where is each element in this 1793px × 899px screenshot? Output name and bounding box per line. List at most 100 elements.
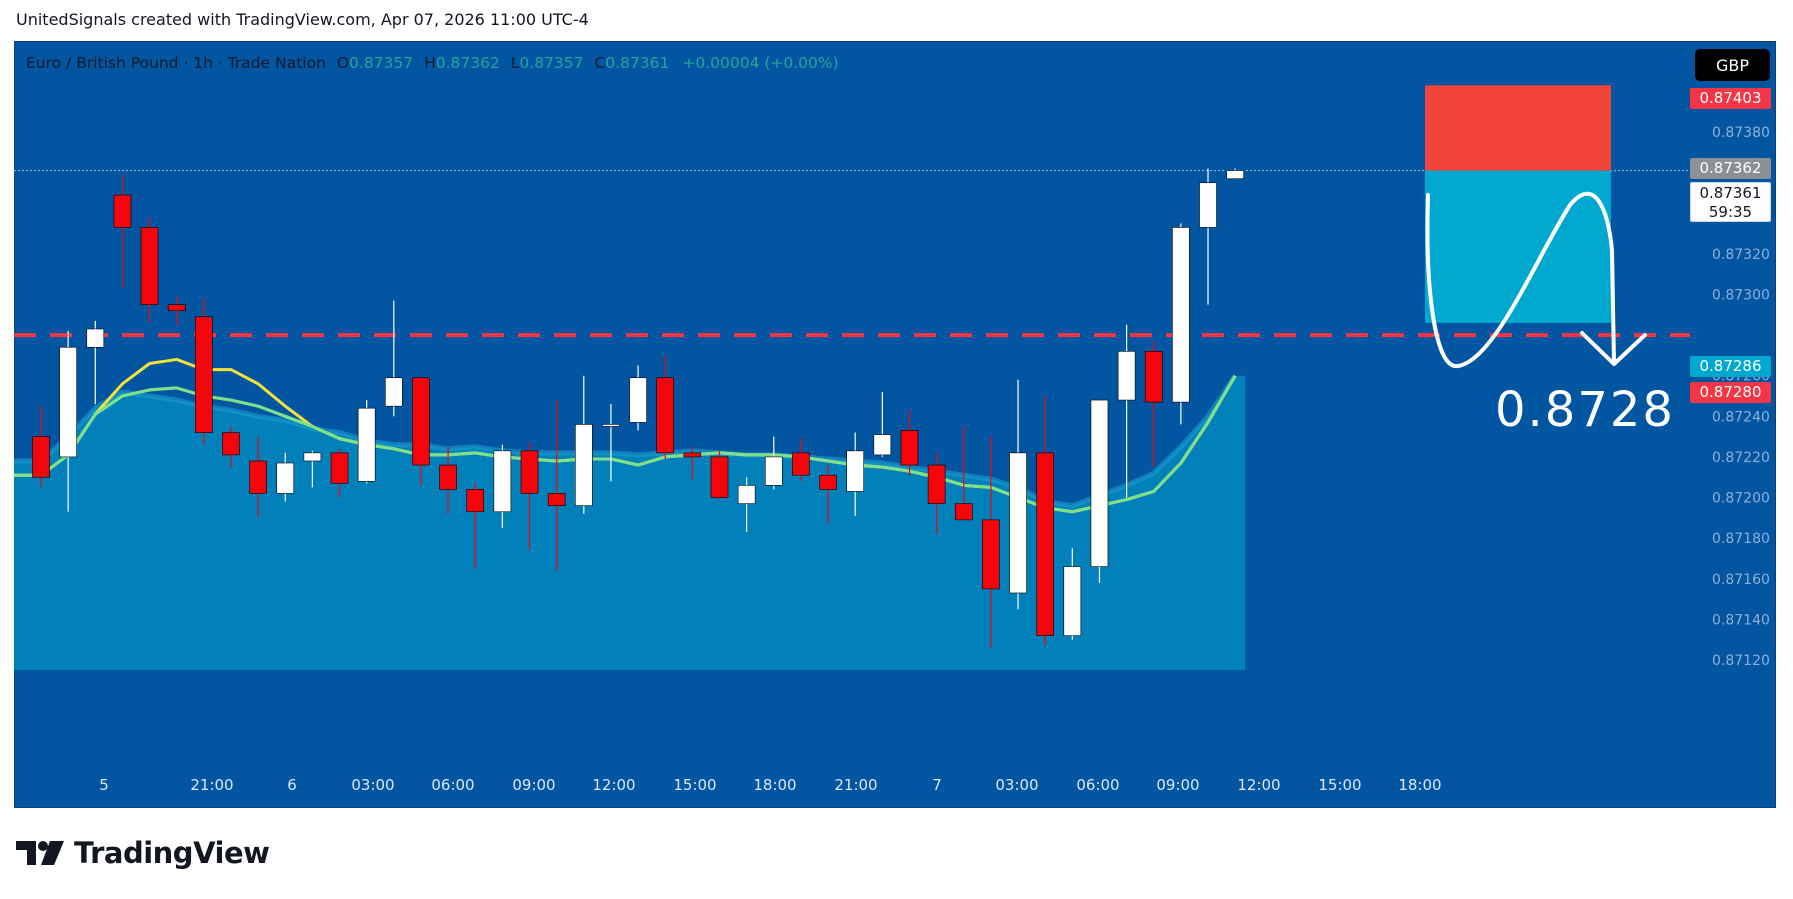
support-price-tag: 0.87280 bbox=[1690, 382, 1771, 403]
x-tick-label: 18:00 bbox=[1398, 776, 1441, 794]
currency-button[interactable]: GBP bbox=[1695, 49, 1770, 81]
candle-body bbox=[1144, 351, 1163, 403]
x-tick-label: 7 bbox=[932, 776, 942, 794]
position-tool[interactable] bbox=[1425, 85, 1647, 369]
ma-lines-layer bbox=[14, 357, 1237, 514]
candle-body bbox=[1117, 351, 1136, 401]
candle-body bbox=[1199, 182, 1217, 228]
candle-body bbox=[330, 452, 349, 484]
y-tick-label: 0.87180 bbox=[1712, 531, 1770, 547]
candle-body bbox=[846, 450, 865, 492]
x-tick-label: 18:00 bbox=[753, 776, 796, 794]
symbol-name: Euro / British Pound · 1h · Trade Nation bbox=[26, 54, 326, 72]
projection-arrow-head bbox=[1580, 331, 1647, 366]
change-value: +0.00004 (+0.00%) bbox=[682, 54, 839, 72]
stop-price-tag: 0.87403 bbox=[1690, 88, 1771, 109]
candle-body bbox=[32, 436, 50, 478]
y-tick-label: 0.87200 bbox=[1712, 491, 1770, 507]
x-tick-label: 6 bbox=[287, 776, 297, 794]
candle-body bbox=[710, 456, 729, 498]
high-value: 0.87362 bbox=[435, 54, 500, 72]
candle-body bbox=[656, 377, 675, 454]
close-label: C bbox=[594, 54, 606, 72]
attribution-text: UnitedSignals created with TradingView.c… bbox=[16, 10, 589, 29]
y-tick-label: 0.87380 bbox=[1712, 125, 1770, 141]
x-tick-label: 15:00 bbox=[673, 776, 716, 794]
x-tick-label: 09:00 bbox=[512, 776, 555, 794]
bar-countdown: 59:35 bbox=[1708, 203, 1753, 221]
ma-area-layer bbox=[14, 374, 1246, 670]
low-label: L bbox=[510, 54, 520, 72]
candle-body bbox=[547, 493, 566, 506]
x-tick-label: 12:00 bbox=[1237, 776, 1280, 794]
y-tick-label: 0.87120 bbox=[1712, 653, 1770, 669]
candles-layer bbox=[32, 168, 1244, 648]
candle-body bbox=[520, 450, 539, 494]
x-tick-label: 03:00 bbox=[351, 776, 394, 794]
candle-body bbox=[764, 456, 783, 486]
candle-body bbox=[1090, 399, 1109, 567]
candle-body bbox=[982, 519, 1000, 590]
candle-body bbox=[195, 316, 213, 433]
x-tick-label: 03:00 bbox=[995, 776, 1038, 794]
x-tick-label: 5 bbox=[99, 776, 109, 794]
open-label: O bbox=[336, 54, 350, 72]
x-tick-label: 15:00 bbox=[1318, 776, 1361, 794]
x-tick-label: 21:00 bbox=[834, 776, 877, 794]
y-tick-label: 0.87240 bbox=[1712, 409, 1770, 425]
y-tick-label: 0.87140 bbox=[1712, 612, 1770, 628]
high-price-tag: 0.87362 bbox=[1690, 158, 1771, 179]
candle-body bbox=[792, 452, 810, 476]
candle-body bbox=[1009, 452, 1027, 594]
ma-area-edge bbox=[14, 374, 1238, 509]
low-value: 0.87357 bbox=[519, 54, 584, 72]
ema-slow-overlay bbox=[14, 374, 1237, 514]
support-line-layer bbox=[14, 170, 1690, 338]
candle-body bbox=[276, 462, 295, 494]
y-tick-label: 0.87320 bbox=[1712, 247, 1770, 263]
candle-body bbox=[927, 464, 946, 504]
x-tick-label: 12:00 bbox=[592, 776, 635, 794]
candle-body bbox=[249, 460, 267, 494]
tradingview-logo-text: TradingView bbox=[74, 836, 270, 870]
y-tick-label: 0.87160 bbox=[1712, 572, 1770, 588]
candle-body bbox=[819, 474, 837, 490]
candle-body bbox=[1172, 227, 1190, 403]
candle-body bbox=[140, 227, 159, 305]
candle-body bbox=[303, 452, 322, 462]
x-tick-label: 09:00 bbox=[1156, 776, 1199, 794]
x-tick-label: 06:00 bbox=[431, 776, 474, 794]
candle-body bbox=[412, 377, 430, 466]
projection-arrow bbox=[1425, 191, 1616, 369]
target-price-tag: 0.87286 bbox=[1690, 356, 1771, 377]
y-tick-label: 0.87300 bbox=[1712, 287, 1770, 303]
candle-body bbox=[1226, 170, 1244, 180]
candle-body bbox=[602, 424, 620, 427]
close-value: 0.87361 bbox=[605, 54, 670, 72]
y-tick-label: 0.87220 bbox=[1712, 450, 1770, 466]
candle-body bbox=[439, 464, 457, 490]
candle-body bbox=[385, 377, 403, 407]
candle-body bbox=[59, 346, 77, 458]
candle-body bbox=[222, 432, 240, 456]
x-tick-label: 21:00 bbox=[190, 776, 233, 794]
candle-body bbox=[737, 485, 756, 504]
candle-body bbox=[466, 489, 485, 513]
candle-body bbox=[86, 328, 105, 348]
candle-body bbox=[574, 424, 593, 506]
current-price-tag: 0.87361 59:35 bbox=[1690, 182, 1771, 222]
candle-body bbox=[900, 430, 919, 466]
ma-area bbox=[14, 375, 1246, 670]
tradingview-logo[interactable]: TradingView bbox=[16, 836, 270, 870]
candle-body bbox=[357, 407, 376, 482]
x-tick-label: 06:00 bbox=[1076, 776, 1119, 794]
candle-body bbox=[873, 434, 892, 456]
candle-body bbox=[954, 503, 973, 521]
current-price-value: 0.87361 bbox=[1699, 184, 1762, 202]
high-label: H bbox=[424, 54, 436, 72]
candle-body bbox=[493, 450, 512, 513]
candle-body bbox=[113, 194, 132, 228]
time-axis[interactable]: 5 21:00 6 03:00 06:00 09:00 12:00 15:00 18:00 21:… bbox=[99, 776, 1441, 794]
target-annotation: 0.8728 bbox=[1495, 382, 1675, 438]
